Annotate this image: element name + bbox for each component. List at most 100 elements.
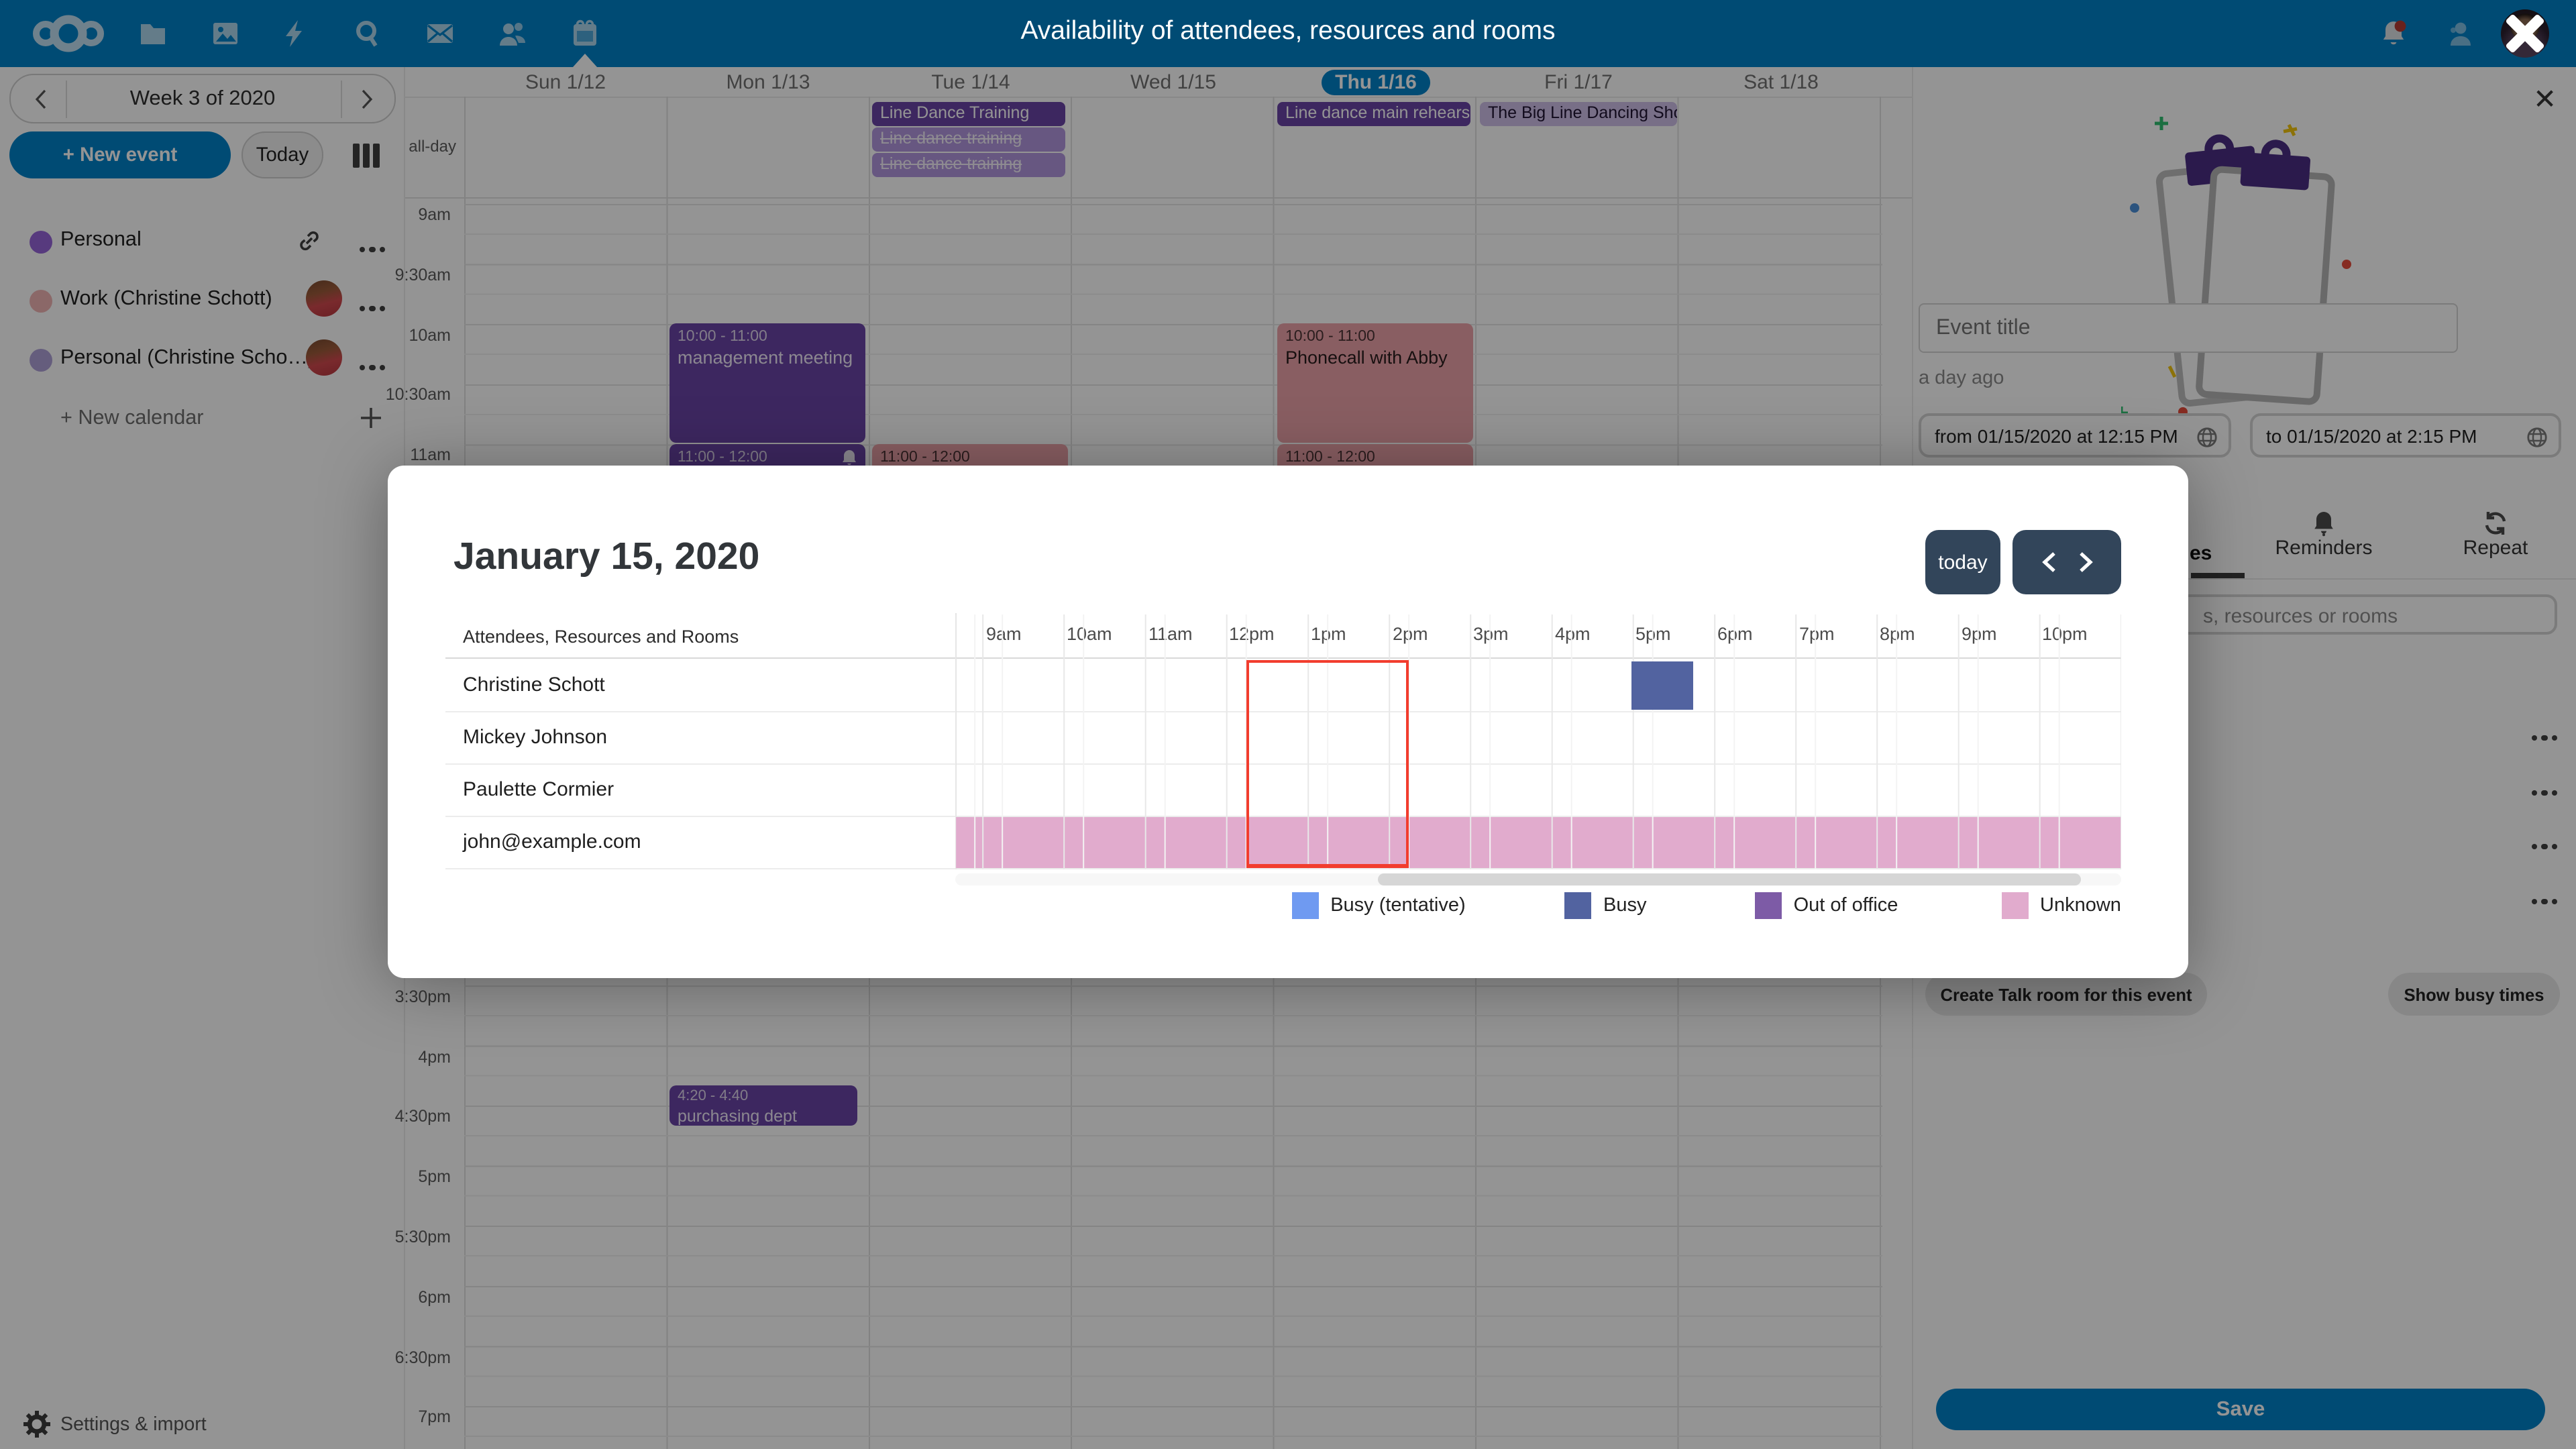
calendar-name: Personal (Christine Scho…) <box>60 346 315 369</box>
day-header-wed[interactable]: Wed 1/15 <box>1130 70 1216 93</box>
sidebar-close-icon[interactable]: ✕ <box>2533 85 2557 115</box>
time-label: 10am <box>409 326 451 345</box>
active-app-indicator <box>573 54 597 67</box>
allday-event[interactable]: Line dance training <box>872 153 1065 176</box>
from-datetime-button[interactable]: from 01/15/2020 at 12:15 PM <box>1919 413 2231 458</box>
week-switcher: Week 3 of 2020 <box>9 74 396 123</box>
to-datetime-button[interactable]: to 01/15/2020 at 2:15 PM <box>2250 413 2561 458</box>
nextcloud-logo-icon[interactable] <box>30 15 107 52</box>
allday-event[interactable]: Line dance training <box>872 127 1065 151</box>
new-event-button[interactable]: + New event <box>9 131 231 178</box>
calendar-icon[interactable] <box>570 19 600 48</box>
availability-dialog: January 15, 2020 today Attendees, Resour… <box>388 466 2188 978</box>
tab-reminders[interactable]: Reminders <box>2270 510 2377 559</box>
calendar-actions-icon[interactable] <box>357 297 388 321</box>
attendee-row-name: Mickey Johnson <box>463 726 608 749</box>
all-day-label: all-day <box>409 137 456 156</box>
globe-icon[interactable] <box>2196 427 2218 448</box>
calendar-actions-icon[interactable] <box>357 237 388 262</box>
contacts-menu-person-icon[interactable] <box>2446 19 2475 48</box>
event-title-input[interactable] <box>1919 303 2458 353</box>
week-next-icon[interactable] <box>354 87 378 111</box>
time-label: 5:30pm <box>394 1228 451 1246</box>
busy-block-christine <box>1631 661 1693 710</box>
allday-event[interactable]: Line Dance Training <box>872 102 1065 125</box>
day-header-sat[interactable]: Sat 1/18 <box>1743 70 1819 93</box>
new-calendar-button[interactable]: + New calendar <box>0 398 404 447</box>
attendee-actions-icon[interactable] <box>2529 726 2560 750</box>
time-label: 6pm <box>418 1288 451 1307</box>
reminder-bell-icon <box>843 450 856 465</box>
week-prev-icon[interactable] <box>30 87 54 111</box>
view-grid-icon[interactable] <box>353 144 380 168</box>
calendar-name: Personal <box>60 228 142 251</box>
calendar-color-dot <box>30 231 52 254</box>
attendee-row-name: Christine Schott <box>463 674 605 696</box>
time-label: 9:30am <box>394 266 451 284</box>
settings-import-button[interactable]: Settings & import <box>0 1406 404 1449</box>
search-icon[interactable] <box>353 19 382 48</box>
time-label: 3:30pm <box>394 987 451 1006</box>
attendee-row-name: john@example.com <box>463 830 641 853</box>
calendar-color-dot <box>30 290 52 313</box>
tab-repeat[interactable]: Repeat <box>2446 510 2545 559</box>
files-icon[interactable] <box>138 19 168 48</box>
time-label: 7pm <box>418 1407 451 1426</box>
day-header-sun[interactable]: Sun 1/12 <box>525 70 606 93</box>
today-button[interactable]: Today <box>241 131 323 178</box>
day-header-thu[interactable]: Thu 1/16 <box>1275 67 1477 97</box>
time-label: 4pm <box>418 1048 451 1067</box>
legend-busy: Busy <box>1564 892 1647 919</box>
dialog-today-button[interactable]: today <box>1925 530 2000 594</box>
attendees-column-header: Attendees, Resources and Rooms <box>463 627 739 647</box>
activity-icon[interactable] <box>280 19 310 48</box>
time-label: 5pm <box>418 1167 451 1186</box>
mail-icon[interactable] <box>425 19 455 48</box>
time-label: 6:30pm <box>394 1348 451 1367</box>
day-header-fri[interactable]: Fri 1/17 <box>1544 70 1613 93</box>
event-phonecall[interactable]: 10:00 - 11:00 Phonecall with Abby <box>1277 323 1473 443</box>
tab-attendees-clipped[interactable]: es <box>2190 542 2212 565</box>
event-management-meeting[interactable]: 10:00 - 11:00 management meeting <box>669 323 865 443</box>
show-busy-times-button[interactable]: Show busy times <box>2388 973 2560 1016</box>
calendar-actions-icon[interactable] <box>357 356 388 380</box>
timeline-scrollbar-thumb[interactable] <box>1378 873 2082 885</box>
repeat-icon <box>2485 512 2506 535</box>
share-link-icon[interactable] <box>297 228 322 254</box>
allday-event[interactable]: Line dance main rehearsal <box>1277 102 1470 125</box>
day-header-tue[interactable]: Tue 1/14 <box>931 70 1010 93</box>
time-label: 11am <box>410 445 451 464</box>
calendar-item-personal-shared[interactable]: Personal (Christine Scho…) <box>0 337 404 390</box>
chevron-right-icon[interactable] <box>2076 551 2094 573</box>
attendee-actions-icon[interactable] <box>2529 781 2560 805</box>
left-sidebar: Week 3 of 2020 + New event Today Persona… <box>0 67 405 1449</box>
calendar-name: Work (Christine Schott) <box>60 287 272 310</box>
week-label: Week 3 of 2020 <box>129 87 276 109</box>
save-button[interactable]: Save <box>1936 1389 2545 1430</box>
day-header-mon[interactable]: Mon 1/13 <box>726 70 810 93</box>
create-talk-room-button[interactable]: Create Talk room for this event <box>1925 973 2207 1016</box>
allday-event[interactable]: The Big Line Dancing Show <box>1480 102 1677 125</box>
last-modified-text: a day ago <box>1919 368 2004 389</box>
calendar-item-work[interactable]: Work (Christine Schott) <box>0 278 404 331</box>
contacts-icon[interactable] <box>498 19 527 48</box>
plus-icon <box>361 408 381 428</box>
dialog-nav-buttons <box>2012 530 2121 594</box>
gear-icon <box>23 1411 50 1438</box>
attendee-actions-icon[interactable] <box>2529 890 2560 914</box>
globe-icon[interactable] <box>2526 427 2548 448</box>
time-label: 4:30pm <box>394 1107 451 1126</box>
bell-icon <box>2314 512 2333 537</box>
calendar-item-personal[interactable]: Personal <box>0 219 404 272</box>
attendee-actions-icon[interactable] <box>2529 835 2560 859</box>
event-purchasing-dept[interactable]: 4:20 - 4:40 purchasing dept <box>669 1085 857 1126</box>
availability-unknown-bar <box>955 817 2121 869</box>
chevron-left-icon[interactable] <box>2040 551 2057 573</box>
legend-unknown: Unknown <box>2001 892 2121 919</box>
photos-icon[interactable] <box>211 19 240 48</box>
modal-header-title: Availability of attendees, resources and… <box>1020 16 1556 46</box>
notifications-bell-icon[interactable] <box>2379 19 2408 48</box>
shared-by-avatar <box>306 339 342 376</box>
legend-out-of-office: Out of office <box>1754 892 1898 919</box>
selected-timespan-outline <box>1246 659 1409 868</box>
